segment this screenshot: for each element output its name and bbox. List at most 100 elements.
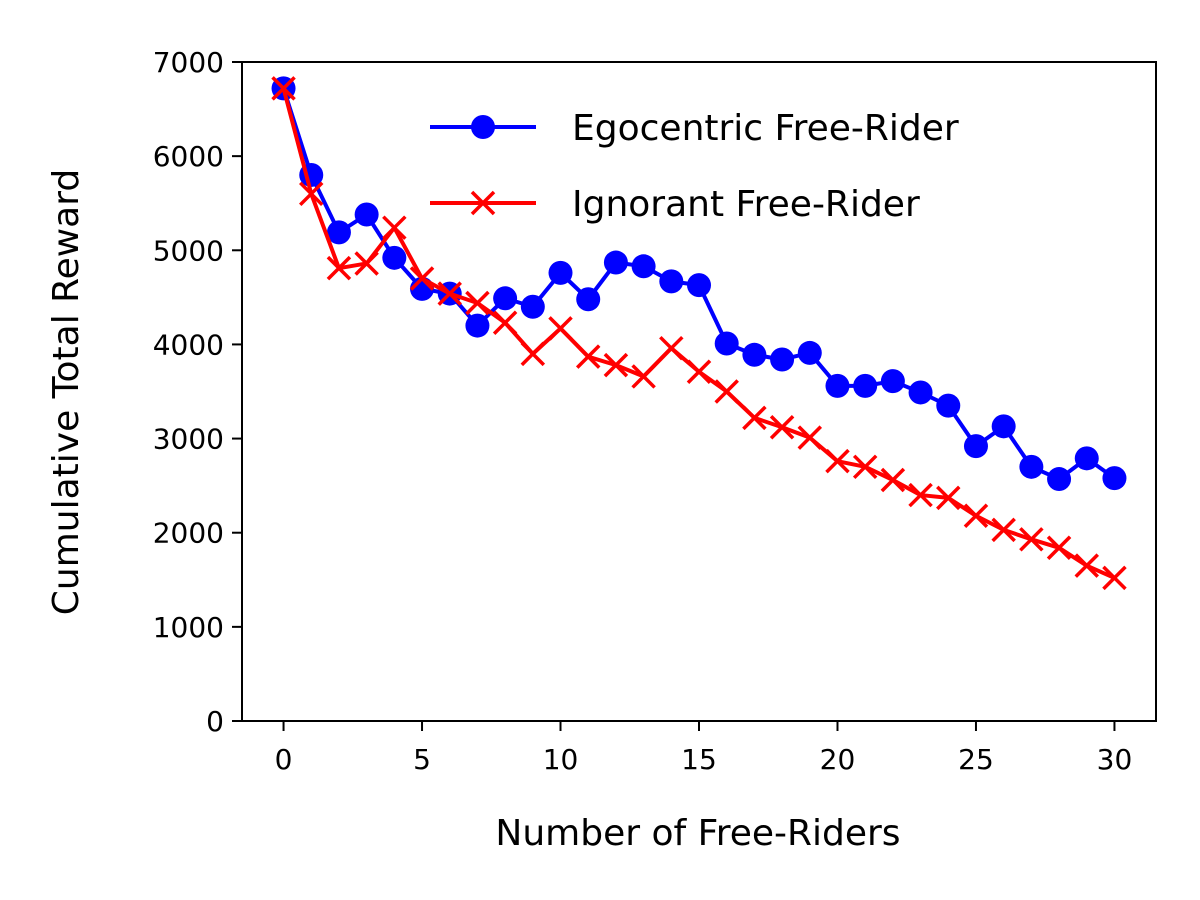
x-marker-stroke — [603, 352, 629, 378]
x-tick-label: 25 — [958, 743, 994, 776]
series-1-point — [1102, 466, 1127, 491]
x-marker-stroke — [354, 251, 379, 276]
series-2-point — [548, 316, 573, 341]
x-tick-label: 15 — [681, 743, 717, 776]
x-marker-stroke — [1046, 535, 1072, 561]
series-1-point — [991, 414, 1016, 439]
series-2-point — [797, 425, 823, 450]
series-2-point — [714, 379, 739, 404]
legend-marker — [471, 115, 495, 139]
series-1-point — [382, 245, 407, 270]
y-tick-label: 4000 — [153, 328, 224, 361]
series-1-point — [825, 373, 850, 398]
series-1-point — [354, 202, 379, 227]
series-2-point — [603, 352, 629, 378]
series-2-point — [492, 310, 518, 336]
x-marker-stroke — [575, 344, 601, 369]
x-marker-stroke — [548, 316, 573, 341]
y-axis-title: Cumulative Total Reward — [46, 169, 87, 616]
series-2-point — [742, 405, 767, 431]
x-marker-stroke — [825, 448, 850, 474]
x-marker-stroke — [852, 454, 878, 480]
x-marker-stroke — [963, 503, 989, 529]
y-tick-label: 2000 — [153, 517, 224, 550]
series-2-point — [437, 281, 462, 306]
y-tick-label: 1000 — [153, 611, 224, 644]
x-marker-stroke — [991, 517, 1016, 543]
y-tick-label: 5000 — [153, 234, 224, 267]
series-2-point — [852, 454, 878, 480]
series-1-point — [687, 273, 711, 298]
series-2-point — [825, 448, 850, 474]
series-1-point — [548, 260, 573, 285]
x-marker-stroke — [769, 415, 795, 440]
series-2-point — [575, 344, 601, 369]
x-marker-stroke — [1102, 565, 1127, 591]
x-tick-label: 20 — [820, 743, 856, 776]
series-1-point — [493, 286, 518, 311]
series-1-point — [853, 373, 878, 398]
legend-label: Egocentric Free-Rider — [572, 108, 959, 149]
x-marker-stroke — [908, 482, 933, 508]
series-2-point — [1074, 553, 1099, 578]
series-2-point — [382, 215, 407, 240]
series-1-point — [659, 269, 684, 294]
series-line-2 — [281, 87, 1116, 580]
y-tick-label: 6000 — [153, 140, 224, 173]
x-marker-stroke — [465, 290, 490, 316]
series-1-point — [1047, 467, 1072, 492]
x-marker-stroke — [742, 405, 767, 431]
series-2-point — [963, 503, 989, 529]
x-tick-label: 30 — [1097, 743, 1133, 776]
x-marker-stroke — [659, 335, 684, 361]
series-2-point — [354, 251, 379, 276]
series-2-point — [520, 341, 546, 367]
legend-label: Ignorant Free-Rider — [572, 184, 920, 225]
series-2-point — [271, 76, 296, 101]
x-marker-stroke — [437, 281, 462, 306]
x-marker-stroke — [492, 310, 518, 336]
x-marker-stroke — [880, 467, 906, 493]
series-1-point — [1019, 454, 1044, 479]
x-marker-stroke — [299, 181, 324, 207]
y-tick-label: 3000 — [153, 423, 224, 456]
series-2-point — [908, 482, 933, 508]
series-1-point — [714, 331, 739, 356]
x-marker-stroke — [686, 359, 712, 384]
series-1-point — [742, 342, 767, 367]
series-2-point — [880, 467, 906, 493]
series-1-point — [631, 254, 656, 279]
series-2-point — [631, 364, 656, 389]
series-1-point — [603, 250, 628, 275]
series-2-point — [769, 415, 795, 440]
x-marker-stroke — [1074, 553, 1099, 578]
x-marker-stroke — [631, 364, 656, 389]
y-tick-label: 0 — [206, 705, 224, 738]
series-2-point — [991, 517, 1016, 543]
x-marker-stroke — [409, 266, 435, 291]
series-1-point — [936, 393, 961, 418]
x-tick-label: 5 — [413, 743, 431, 776]
series-2-point — [409, 266, 435, 291]
series-2-point — [1046, 535, 1072, 561]
series-2-point — [1019, 527, 1044, 552]
series-1-point — [963, 434, 988, 459]
series-1-point — [908, 380, 933, 405]
plot-frame — [241, 61, 1157, 722]
series-1-point — [1074, 446, 1099, 471]
series-2-point — [686, 359, 712, 384]
series-2-point — [326, 255, 352, 281]
x-marker-stroke — [714, 379, 739, 404]
x-marker-stroke — [382, 215, 407, 240]
x-tick-label: 10 — [543, 743, 579, 776]
series-2-point — [299, 181, 324, 207]
x-axis-title: Number of Free-Riders — [495, 813, 900, 854]
y-tick-label: 7000 — [153, 46, 224, 79]
series-2-point — [465, 290, 490, 316]
series-1-point — [520, 294, 545, 319]
legend: Egocentric Free-Rider Ignorant Free-Rider — [430, 108, 959, 225]
series-1-point — [770, 347, 795, 372]
x-marker-stroke — [797, 425, 823, 450]
legend-marker — [470, 190, 496, 216]
series-2-point — [936, 485, 961, 511]
